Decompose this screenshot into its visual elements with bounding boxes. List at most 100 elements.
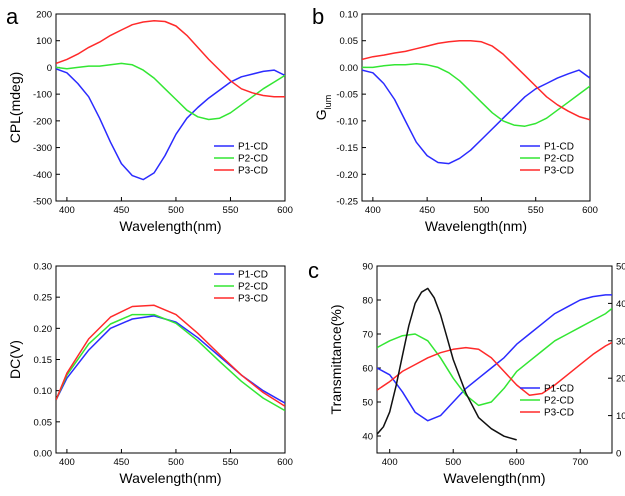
plot-frame (376, 265, 613, 454)
series-line-p2-cd (56, 62, 285, 121)
legend-label: P3-CD (544, 408, 574, 419)
y-tick-label: 40 (362, 432, 373, 443)
x-tick-label: 400 (365, 205, 381, 216)
y-tick-label: 70 (362, 330, 373, 341)
y-tick-label: 0.00 (340, 63, 359, 74)
y-axis-label: Transmittance(%) (328, 305, 344, 415)
chart-panel-2: 400 450 500 550 600 0.00 0.05 0.10 0.15 0.20 0.25 0… (7, 262, 293, 487)
x-tick-label: 600 (277, 205, 293, 216)
y-axis-label: CPL(mdeg) (7, 72, 23, 144)
y-tick-label: 200 (36, 10, 52, 21)
panel-label-b: b (312, 4, 324, 29)
y-tick-label: 0.05 (340, 36, 359, 47)
y-tick-label: 0.10 (340, 10, 359, 21)
x-tick-label: 700 (572, 457, 588, 468)
x-tick-label: 500 (445, 457, 461, 468)
y-tick-label: -100 (33, 90, 52, 101)
y-right-tick-label: 300 (616, 336, 625, 347)
x-tick-label: 500 (168, 205, 184, 216)
y-tick-label: 0.25 (34, 293, 53, 304)
legend-label: P2-CD (238, 154, 268, 165)
y-right-tick-label: 0 (616, 449, 621, 460)
panel-label-a: a (6, 4, 19, 29)
y-tick-label: 0.05 (34, 417, 53, 428)
x-axis-label: Wavelength(nm) (119, 218, 221, 234)
series-line-p2-cd (56, 313, 285, 412)
y-tick-label: -0.25 (336, 197, 358, 208)
x-tick-label: 500 (473, 205, 489, 216)
plot-frame (361, 13, 591, 202)
x-tick-label: 400 (59, 457, 75, 468)
chart-panel-1: 400 450 500 550 600 -0.25 -0.20 -0.15 -0.10 -0.05… (313, 10, 598, 235)
y-tick-label: -500 (33, 197, 52, 208)
legend-label: P1-CD (238, 270, 268, 281)
x-tick-label: 550 (528, 205, 544, 216)
series-line-p3-cd (56, 304, 285, 407)
x-tick-label: 450 (113, 457, 129, 468)
x-tick-label: 500 (168, 457, 184, 468)
x-tick-label: 600 (277, 457, 293, 468)
y-tick-label: 0 (47, 63, 52, 74)
x-tick-label: 450 (113, 205, 129, 216)
y-tick-label: 0.15 (34, 355, 53, 366)
series-line-p3-cd (362, 39, 590, 121)
y-tick-label: 90 (362, 262, 373, 273)
legend-label: P3-CD (238, 166, 268, 177)
y-tick-label: -0.05 (336, 90, 358, 101)
y-axis-label: Glum (313, 95, 333, 120)
panel-label-c: c (308, 258, 319, 283)
x-tick-label: 550 (223, 457, 239, 468)
plot-frame (55, 13, 286, 202)
y-right-tick-label: 500 (616, 262, 625, 273)
y-tick-label: -0.20 (336, 170, 358, 181)
legend-label: P2-CD (544, 154, 574, 165)
y-tick-label: 100 (36, 36, 52, 47)
series-line-p1-cd (56, 315, 285, 404)
x-tick-label: 550 (223, 205, 239, 216)
series-line-p1-cd (362, 69, 590, 165)
x-tick-label: 400 (59, 205, 75, 216)
y-right-tick-label: 400 (616, 299, 625, 310)
charts-group: 400 450 500 550 600-500-400-300-200-10001002… (7, 10, 625, 487)
x-axis-label: Wavelength(nm) (425, 218, 527, 234)
y-tick-label: -0.10 (336, 116, 358, 127)
y-tick-label: -300 (33, 143, 52, 154)
x-axis-label: Wavelength(nm) (443, 470, 545, 486)
y-right-tick-label: 200 (616, 374, 625, 385)
series-line-p1-cd (377, 294, 612, 422)
y-tick-label: -0.15 (336, 143, 358, 154)
series-line-p3-cd (56, 19, 285, 98)
y-tick-label: 0.10 (34, 386, 53, 397)
legend-label: P2-CD (238, 282, 268, 293)
series-line-pl-curve (377, 287, 517, 441)
x-tick-label: 600 (509, 457, 525, 468)
y-tick-label: 0.30 (34, 262, 53, 273)
x-tick-label: 600 (582, 205, 598, 216)
series-line-p2-cd (377, 307, 612, 407)
legend-label: P1-CD (544, 384, 574, 395)
y-tick-label: 50 (362, 398, 373, 409)
chart-panel-3: 400 500 600 700 40 50 60 70 80 90 0 100 200 300 400 500… (328, 262, 625, 487)
legend-label: P1-CD (238, 142, 268, 153)
y-axis-label-subscript: lum (323, 95, 333, 110)
series-line-p2-cd (362, 62, 590, 127)
chart-panel-0: 400 450 500 550 600 -500 -400 -300 -200 -100 0 100 2… (7, 10, 293, 235)
y-right-tick-label: 100 (616, 411, 625, 422)
x-tick-label: 400 (382, 457, 398, 468)
legend-label: P2-CD (544, 396, 574, 407)
y-axis-label: DC(V) (7, 340, 23, 379)
y-tick-label: 0.00 (34, 449, 53, 460)
series-line-p1-cd (56, 68, 285, 181)
x-axis-label: Wavelength(nm) (119, 470, 221, 486)
legend-label: P1-CD (544, 142, 574, 153)
x-tick-label: 450 (419, 205, 435, 216)
y-tick-label: 60 (362, 364, 373, 375)
y-tick-label: 80 (362, 296, 373, 307)
y-tick-label: 0.20 (34, 324, 53, 335)
series-line-p3-cd (377, 341, 612, 396)
legend-label: P3-CD (238, 294, 268, 305)
y-tick-label: -400 (33, 170, 52, 181)
y-tick-label: -200 (33, 116, 52, 127)
legend-label: P3-CD (544, 166, 574, 177)
